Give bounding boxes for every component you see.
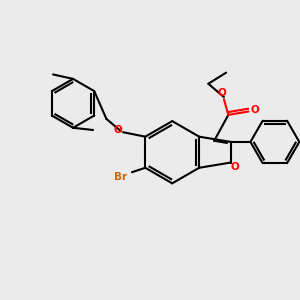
Text: Br: Br — [114, 172, 128, 182]
Text: O: O — [217, 88, 226, 98]
Text: O: O — [113, 125, 122, 135]
Text: O: O — [231, 162, 240, 172]
Text: O: O — [250, 105, 260, 116]
